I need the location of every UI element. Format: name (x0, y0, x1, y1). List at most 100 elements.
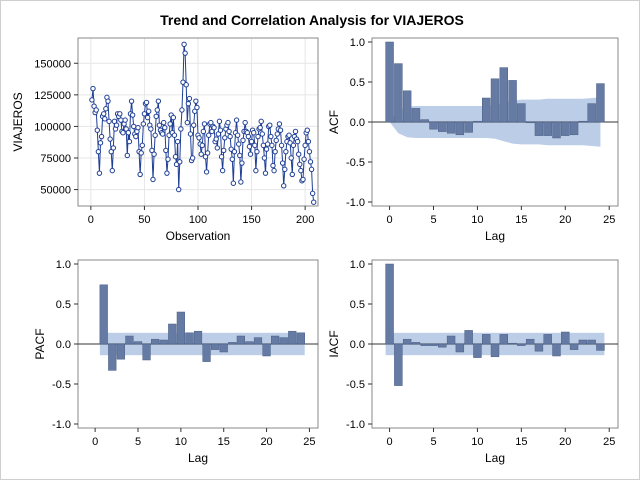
pacf-xtick-label: 25 (303, 436, 315, 448)
iacf-bar (552, 343, 561, 357)
trend-point (120, 130, 126, 136)
trend-xtick-label: 200 (296, 214, 314, 226)
trend-point (229, 156, 235, 162)
trend-point (152, 132, 158, 138)
acf-bar (534, 121, 544, 136)
trend-point (246, 143, 253, 150)
iacf-bar (534, 343, 544, 352)
iacf-bar (596, 343, 605, 351)
trend-point (151, 151, 157, 157)
trend-point (269, 142, 275, 149)
pacf-ytick-label: -0.5 (52, 379, 71, 391)
trend-point (193, 98, 199, 104)
trend-point (263, 146, 270, 152)
acf-bar (596, 83, 605, 123)
trend-xlabel: Observation (166, 229, 231, 243)
trend-point (122, 117, 128, 123)
pacf-bar (116, 343, 125, 360)
trend-point (194, 104, 200, 111)
trend-point (253, 167, 259, 174)
acf-xtick-label: 15 (515, 214, 527, 226)
pacf-bar (236, 335, 245, 345)
trend-point (226, 128, 232, 135)
iacf-bar (446, 335, 456, 345)
acf-bar (552, 121, 561, 139)
pacf-xtick-label: 0 (92, 436, 98, 448)
trend-ylabel: VIAJEROS (11, 92, 25, 151)
iacf-bar (525, 338, 535, 345)
acf-ytick-label: 0.0 (350, 117, 365, 129)
pacf-bar (228, 342, 237, 345)
trend-point (150, 176, 156, 183)
trend-point (305, 138, 312, 145)
trend-point (273, 137, 279, 144)
pacf-bar (253, 337, 263, 345)
trend-point (138, 150, 144, 156)
pacf-ylabel: PACF (33, 328, 47, 359)
iacf-bar (561, 331, 570, 345)
trend-point (128, 98, 135, 104)
iacf-xtick-label: 5 (430, 436, 436, 448)
trend-point (277, 127, 284, 133)
iacf-bar (543, 334, 552, 345)
trend-point (267, 122, 273, 128)
trend-ytick-label: 75000 (40, 153, 71, 165)
trend-point (140, 121, 147, 127)
trend-point (95, 148, 102, 155)
acf-xtick-label: 0 (387, 214, 393, 226)
iacf-bar (411, 342, 421, 345)
trend-point (131, 123, 137, 130)
trend-point (103, 106, 109, 112)
trend-point (191, 122, 197, 128)
trend-point (105, 98, 111, 104)
trend-point (117, 111, 123, 117)
acf-bar (525, 121, 535, 124)
trend-point (283, 148, 289, 155)
trend-ytick-label: 125000 (34, 90, 71, 102)
iacf-bar (473, 343, 482, 358)
iacf-bar (508, 342, 517, 345)
trend-point (101, 111, 107, 117)
acf-bar (490, 78, 500, 123)
trend-point (184, 119, 190, 126)
acf-bar (578, 120, 588, 123)
pacf-ytick-label: -1.0 (52, 419, 71, 431)
trend-point (227, 133, 233, 140)
iacf-bar (587, 339, 596, 345)
pacf-xtick-label: 15 (218, 436, 230, 448)
trend-point (279, 160, 286, 166)
trend-point (262, 170, 269, 176)
trend-point (199, 142, 205, 149)
acf-bar (587, 103, 596, 123)
trend-point (222, 135, 228, 141)
trend-point (272, 148, 278, 155)
trend-point (143, 99, 150, 106)
trend-point (135, 124, 141, 131)
iacf-xtick-label: 25 (603, 436, 615, 448)
pacf-xtick-label: 20 (260, 436, 272, 448)
trend-point (309, 190, 316, 197)
acf-ytick-label: -0.5 (346, 157, 365, 169)
pacf-bar (288, 330, 297, 345)
pacf-ytick-label: 0.5 (56, 299, 71, 311)
pacf-bar (211, 343, 220, 350)
acf-bar (420, 119, 429, 123)
trend-point (255, 133, 261, 140)
acf-xtick-label: 25 (603, 214, 615, 226)
trend-point (113, 122, 120, 128)
trend-point (261, 155, 268, 161)
trend-point (206, 132, 212, 138)
pacf-bar (133, 341, 143, 345)
trend-point (240, 137, 246, 144)
trend-point (217, 127, 224, 133)
acf-bar (402, 90, 412, 123)
pacf-bar (185, 332, 194, 345)
figure-title: Trend and Correlation Analysis for VIAJE… (160, 12, 464, 28)
iacf-panel: -1.0 -0.5 0.0 0.5 1.0 0 5 10 15 20 25 Lag IACF (327, 259, 619, 465)
trend-point (276, 121, 283, 127)
trend-point (89, 97, 95, 103)
trend-point (167, 121, 173, 127)
trend-point (196, 135, 202, 141)
trend-point (204, 150, 211, 156)
